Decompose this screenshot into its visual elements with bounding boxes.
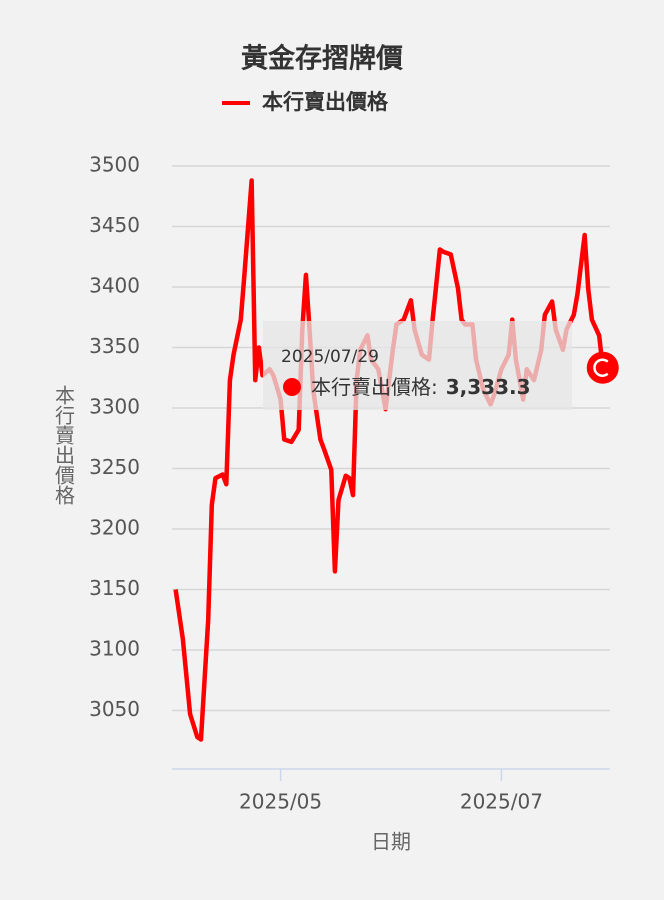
tooltip-dot	[283, 378, 301, 396]
x-tick-label: 2025/05	[239, 790, 322, 814]
y-tick-label: 3300	[89, 395, 140, 419]
y-tick-label: 3200	[89, 516, 140, 540]
hover-point	[586, 351, 619, 384]
y-tick-label: 3350	[89, 334, 140, 358]
y-tick-label: 3500	[89, 153, 140, 177]
x-tick-label: 2025/07	[460, 790, 543, 814]
tooltip-text: 本行賣出價格: 3,333.3	[311, 375, 531, 399]
y-axis-label: 本行賣出價格	[52, 385, 76, 505]
chart-title: 黃金存摺牌價	[241, 43, 404, 75]
tooltip-label: 本行賣出價格:	[311, 375, 438, 399]
y-tick-label: 3150	[89, 576, 140, 600]
grid: 3050 3100 3150 3200 3250 3300 3350 3400 3450 3500…	[89, 153, 610, 814]
y-tick-label: 3100	[89, 637, 140, 661]
tooltip-value: 3,333.3	[446, 375, 531, 399]
x-axis-label: 日期	[371, 830, 411, 854]
tooltip-box	[263, 321, 572, 410]
series-line	[173, 178, 605, 742]
tooltip: 2025/07/29 本行賣出價格: 3,333.3	[263, 321, 619, 410]
hover-ring	[593, 358, 609, 377]
y-tick-label: 3250	[89, 455, 140, 479]
y-tick-label: 3050	[89, 697, 140, 721]
plot	[173, 178, 605, 742]
y-tick-label: 3450	[89, 213, 140, 237]
y-tick-label: 3400	[89, 274, 140, 298]
tooltip-date: 2025/07/29	[281, 347, 379, 367]
legend-label: 本行賣出價格	[262, 90, 389, 114]
